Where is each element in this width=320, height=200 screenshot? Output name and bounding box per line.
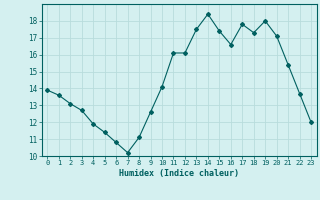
X-axis label: Humidex (Indice chaleur): Humidex (Indice chaleur) xyxy=(119,169,239,178)
